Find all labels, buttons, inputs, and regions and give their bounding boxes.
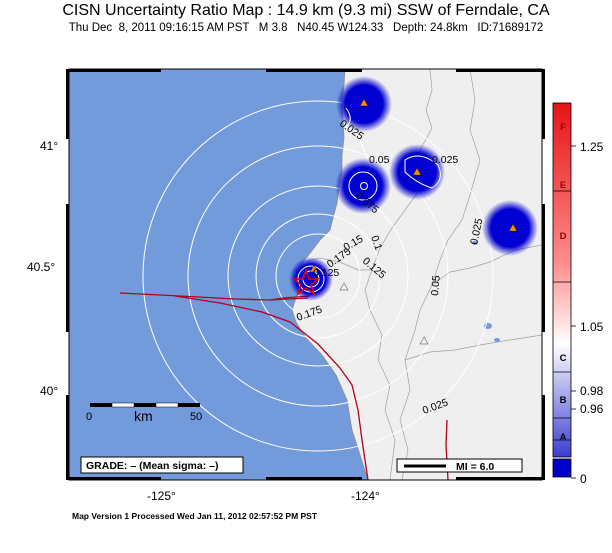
- scale-end: 50: [190, 411, 202, 423]
- colorbar-grade-letter: C: [559, 353, 567, 364]
- colorbar-tick-label: 0.98: [580, 384, 604, 398]
- processed-footer: Map Version 1 Processed Wed Jan 11, 2012…: [72, 511, 318, 521]
- star-icon: [291, 267, 321, 297]
- latitude-label: 40°: [40, 384, 59, 398]
- station-marker: [360, 182, 368, 190]
- colorbar-grade-letter: A: [559, 432, 567, 443]
- latitude-label: 41°: [40, 139, 59, 153]
- grade-box: [80, 456, 244, 474]
- triangle-icon: [339, 282, 349, 291]
- map-frame: [66, 68, 545, 481]
- longitude-label: -125°: [147, 489, 176, 503]
- lake: [494, 338, 500, 342]
- contour-label: 0.1: [368, 234, 384, 252]
- contour-label: 0.05: [369, 154, 390, 166]
- colorbar-grade-letter: D: [559, 231, 567, 242]
- latitude-label: 40.5°: [27, 260, 56, 274]
- colorbar-grade-letter: F: [560, 122, 566, 133]
- triangle-icon: [412, 167, 422, 176]
- contour-label: 0.025: [432, 154, 458, 166]
- colorbar-grade-letter: E: [559, 180, 567, 191]
- colorbar-tick-label: 0.96: [580, 402, 604, 416]
- scale-start: 0: [86, 411, 92, 423]
- event-subtitle: Thu Dec 8, 2011 09:16:15 AM PST M 3.8 N4…: [68, 22, 544, 34]
- contour-label: 0.05: [429, 275, 443, 297]
- station-dot: [482, 200, 538, 256]
- triangle-icon: [508, 223, 518, 232]
- colorbar-tick-label: 0: [580, 472, 587, 486]
- colorbar: [552, 102, 576, 479]
- colorbar-grade-letter: B: [559, 395, 567, 406]
- colorbar-tick-label: 1.25: [580, 140, 604, 154]
- mi-legend-box: [396, 458, 523, 473]
- map-title: CISN Uncertainty Ratio Map : 14.9 km (9.…: [62, 2, 550, 19]
- triangle-icon: [309, 264, 319, 273]
- station-dot: [335, 158, 391, 214]
- contour-label: 0.025: [468, 217, 485, 245]
- lake: [472, 241, 478, 245]
- colorbar-tick-label: 1.05: [580, 320, 604, 334]
- contour-label: 0.125: [313, 267, 339, 279]
- grade-text: GRADE: – (Mean sigma: –): [86, 460, 218, 472]
- longitude-label: -124°: [351, 489, 380, 503]
- mi-legend-text: MI = 6.0: [456, 461, 494, 473]
- triangle-icon: [359, 98, 369, 107]
- scale-unit: km: [134, 408, 153, 424]
- triangle-icon: [419, 336, 429, 345]
- scale-bar: km 0 50: [86, 402, 202, 424]
